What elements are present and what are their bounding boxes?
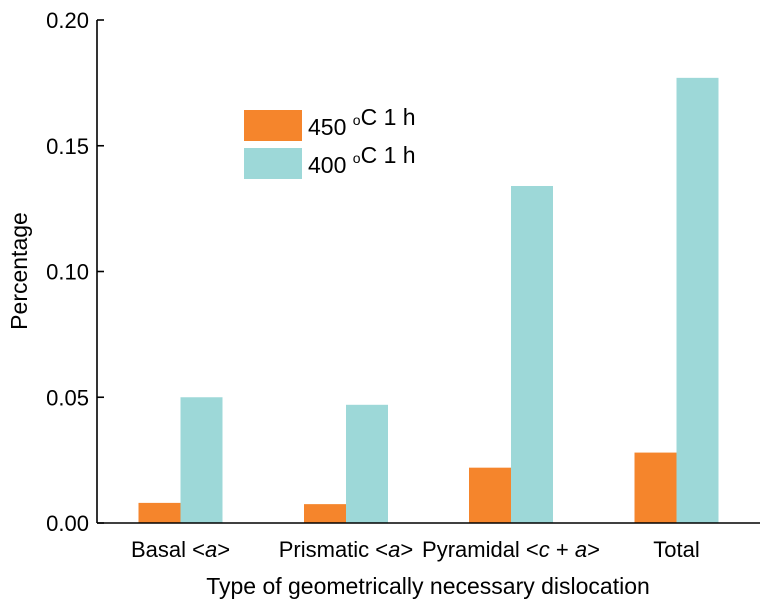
y-tick-label: 0.00 [46, 511, 89, 536]
y-tick-label: 0.10 [46, 260, 89, 285]
bar-series-1-cat-3 [469, 467, 511, 523]
bars-group [138, 77, 719, 524]
legend-label: 400 oC 1 h [308, 142, 416, 178]
y-axis-label: Percentage [6, 212, 32, 330]
y-tick-label: 0.15 [46, 134, 89, 159]
x-axis-label: Type of geometrically necessary dislocat… [206, 573, 650, 599]
y-ticks-group: 0.00 0.05 0.10 0.15 0.20 [46, 8, 104, 536]
y-tick-label: 0.05 [46, 385, 89, 410]
bar-series-1-cat-1 [138, 502, 181, 523]
bar-series-2-cat-4 [676, 77, 719, 523]
x-tick-label: Prismatic <a> [279, 537, 414, 562]
x-tick-label: Total [653, 537, 699, 562]
bar-series-2-cat-1 [180, 397, 223, 523]
x-tick-label: Pyramidal <c + a> [422, 537, 600, 562]
bar-series-2-cat-3 [511, 185, 553, 524]
y-tick-label: 0.20 [46, 8, 89, 33]
bar-series-1-cat-2 [304, 504, 346, 523]
x-tick-label: Basal <a> [131, 537, 230, 562]
legend-label: 450 oC 1 h [308, 104, 416, 140]
legend-swatch [244, 148, 302, 179]
x-tick-labels-group: Basal <a> Prismatic <a> Pyramidal <c + a> T… [131, 537, 700, 562]
bar-series-2-cat-2 [346, 404, 388, 523]
legend-swatch [244, 110, 302, 141]
bar-series-1-cat-4 [634, 452, 677, 523]
